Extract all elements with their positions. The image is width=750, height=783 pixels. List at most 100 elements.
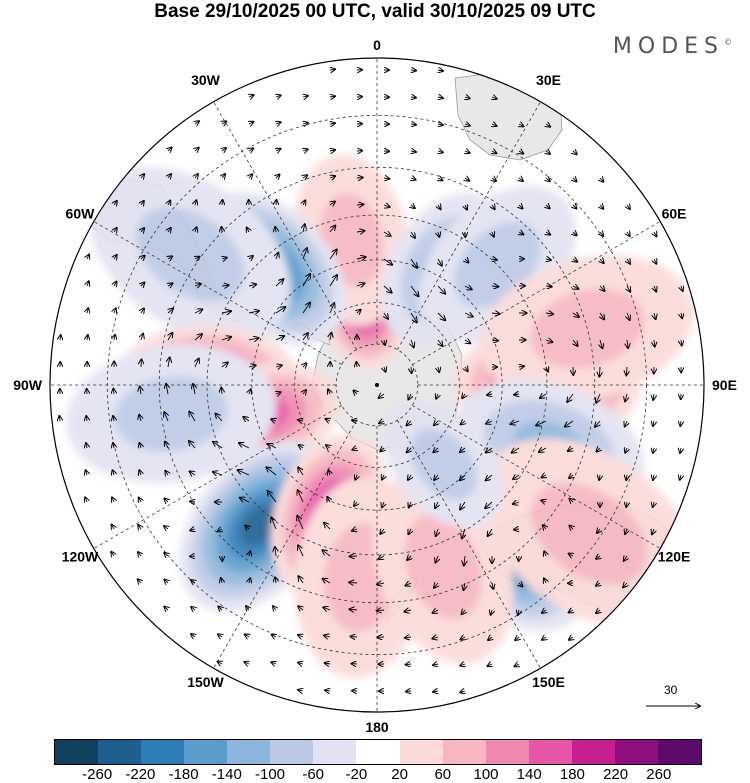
wind-vector <box>195 200 196 205</box>
wind-vector <box>276 122 281 124</box>
wind-vector <box>654 312 656 319</box>
wind-vector <box>349 582 358 583</box>
logo-text: MODES <box>612 34 724 59</box>
wind-vector <box>87 281 89 286</box>
wind-vector <box>330 333 331 341</box>
wind-vector <box>139 498 141 502</box>
wind-vector <box>302 303 310 314</box>
wind-vector <box>654 286 656 291</box>
wind-vector <box>573 286 578 289</box>
wind-vector <box>411 231 415 238</box>
wind-vector <box>276 95 281 97</box>
wind-vector <box>271 662 276 664</box>
wind-vector <box>324 523 331 530</box>
wind-vector <box>600 205 603 209</box>
wind-vector <box>567 393 574 402</box>
longitude-label: 150W <box>187 674 224 690</box>
wind-vector <box>240 498 250 502</box>
wind-vector <box>221 337 231 340</box>
wind-vector <box>249 389 251 394</box>
wind-vector <box>194 334 202 341</box>
wind-vector <box>164 553 168 556</box>
wind-vector <box>275 336 284 340</box>
wind-vector <box>519 178 523 181</box>
wind-vector <box>546 178 550 181</box>
wind-vector <box>572 313 579 317</box>
wind-vector <box>141 201 144 205</box>
wind-vector <box>410 258 417 268</box>
wind-vector <box>384 340 385 345</box>
wind-vector <box>545 313 553 314</box>
wind-vector <box>627 285 630 292</box>
wind-vector <box>462 394 465 398</box>
wind-vector <box>600 178 603 182</box>
wind-vector <box>168 201 170 205</box>
wind-vector <box>518 610 519 615</box>
wind-vector <box>323 607 331 610</box>
wind-vector <box>383 285 392 293</box>
wind-vector <box>248 365 256 367</box>
wind-vector <box>411 205 415 208</box>
wind-vector <box>86 470 87 475</box>
colorbar-swatch <box>442 740 486 764</box>
wind-vector <box>406 691 411 692</box>
wind-vector <box>165 442 168 449</box>
anomaly-blob <box>66 344 276 484</box>
wind-vector <box>653 393 654 400</box>
wind-vector <box>111 552 114 556</box>
wind-vector <box>191 634 195 637</box>
wind-vector <box>266 467 277 476</box>
wind-vector <box>325 419 330 421</box>
anomaly-contour <box>530 482 648 585</box>
colorbar-label: 220 <box>603 766 629 783</box>
wind-vector <box>625 421 627 426</box>
wind-vector <box>573 151 577 154</box>
wind-vector <box>515 637 519 640</box>
wind-vector <box>409 502 411 507</box>
wind-vector <box>492 97 497 99</box>
wind-vector <box>114 228 117 232</box>
wind-vector <box>436 394 438 399</box>
wind-vector <box>138 525 141 529</box>
wind-vector <box>298 690 303 691</box>
wind-vector <box>238 470 250 476</box>
wind-vector <box>141 174 144 178</box>
wind-vector <box>268 444 277 448</box>
wind-vector <box>140 387 141 395</box>
wind-vector <box>438 232 439 237</box>
wind-vector <box>539 448 547 452</box>
wind-vector <box>298 420 303 421</box>
wind-vector <box>433 610 438 613</box>
wind-vector <box>383 205 390 207</box>
wind-vector <box>350 636 358 637</box>
map-disk-border <box>49 57 705 713</box>
wind-vector <box>113 416 114 421</box>
anomaly-contour <box>404 514 482 620</box>
wind-vector <box>189 441 196 449</box>
wind-vector <box>596 610 600 613</box>
wind-vector <box>486 421 493 424</box>
wind-vector <box>114 282 116 286</box>
wind-vector <box>168 256 172 259</box>
wind-vector <box>465 340 470 343</box>
wind-vector <box>597 448 600 452</box>
wind-vector <box>191 580 195 583</box>
wind-vector <box>221 578 222 583</box>
wind-vector <box>464 313 473 317</box>
wind-vector <box>86 443 87 448</box>
wind-vector <box>247 228 249 232</box>
wind-vector <box>541 500 546 502</box>
wind-vector <box>141 256 145 259</box>
colorbar-swatch <box>55 740 99 764</box>
wind-vector <box>408 394 411 399</box>
colorbar <box>54 739 702 765</box>
wind-vector <box>408 475 411 480</box>
wind-vector <box>438 124 443 125</box>
wind-vector <box>625 393 627 401</box>
wind-vector <box>164 412 168 422</box>
wind-vector <box>139 415 141 422</box>
wind-vector <box>681 339 682 345</box>
wind-vector <box>573 205 577 209</box>
wind-vector <box>357 310 361 313</box>
wind-vector <box>249 122 253 124</box>
